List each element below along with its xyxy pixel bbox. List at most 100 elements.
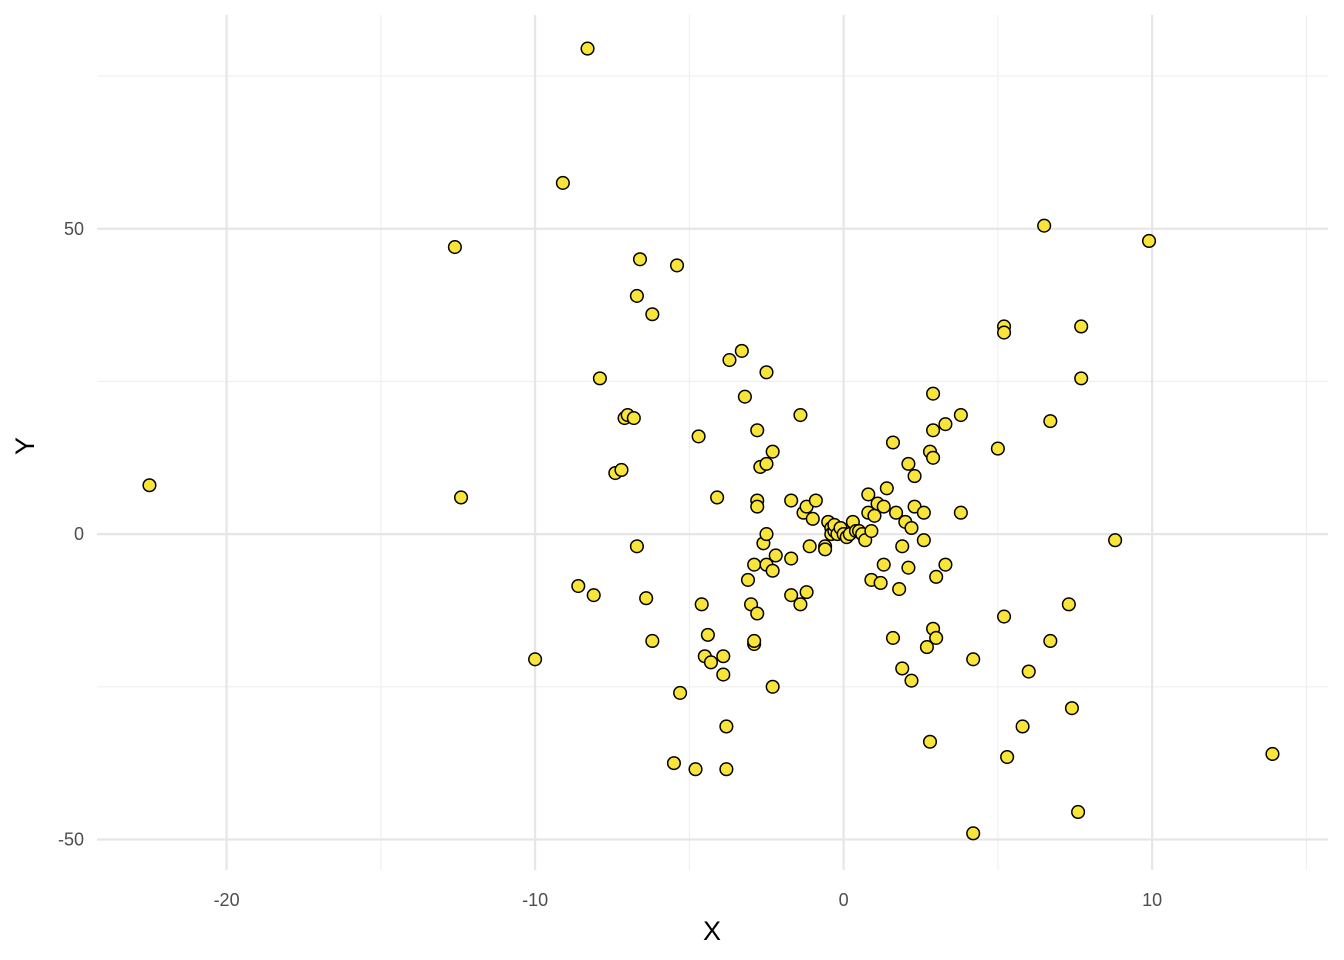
data-point <box>765 679 780 694</box>
data-point <box>719 719 734 734</box>
data-point <box>700 627 715 642</box>
data-point <box>889 505 904 520</box>
data-point <box>673 685 688 700</box>
x-tick-label: -20 <box>214 890 240 910</box>
data-point <box>454 490 469 505</box>
data-point <box>555 175 570 190</box>
data-point <box>784 588 799 603</box>
data-point <box>997 609 1012 624</box>
data-point <box>759 527 774 542</box>
data-point <box>873 575 888 591</box>
data-point <box>916 533 931 548</box>
y-tick-label: 50 <box>64 219 84 239</box>
x-tick-label: -10 <box>522 890 548 910</box>
data-point <box>876 499 891 514</box>
y-tick-label: -50 <box>58 829 84 849</box>
data-point <box>907 469 922 484</box>
data-point <box>691 429 706 444</box>
data-point <box>793 407 808 423</box>
data-point <box>901 456 916 471</box>
data-point <box>614 462 629 478</box>
data-point <box>938 417 953 432</box>
data-points <box>142 41 1280 841</box>
data-point <box>1265 746 1280 762</box>
data-point <box>885 630 901 645</box>
data-point <box>818 542 833 557</box>
data-point <box>793 597 808 612</box>
data-point <box>784 493 799 508</box>
data-point <box>864 524 879 539</box>
x-tick-label: 0 <box>839 890 849 910</box>
data-point <box>1015 719 1030 734</box>
data-point <box>710 490 725 505</box>
data-point <box>1074 371 1089 386</box>
data-point <box>1043 633 1058 649</box>
data-point <box>799 585 814 600</box>
data-point <box>750 499 765 514</box>
data-point <box>586 588 601 603</box>
x-tick-label: 10 <box>1142 890 1162 910</box>
data-point <box>580 41 595 56</box>
data-point <box>1061 597 1076 612</box>
data-point <box>669 258 685 273</box>
data-point <box>447 240 462 255</box>
data-point <box>929 630 944 645</box>
data-point <box>759 456 774 471</box>
y-tick-label: 0 <box>74 524 84 544</box>
data-point <box>737 389 752 404</box>
data-point <box>666 756 681 771</box>
data-point <box>688 762 703 777</box>
data-point <box>632 252 648 267</box>
data-point <box>885 435 901 450</box>
data-point <box>645 633 660 649</box>
data-point <box>1021 664 1036 679</box>
data-point <box>750 606 765 621</box>
data-point <box>1074 319 1089 334</box>
data-point <box>805 511 820 526</box>
data-point <box>645 307 660 322</box>
data-point <box>1142 233 1157 249</box>
data-point <box>765 563 780 578</box>
data-point <box>740 572 756 587</box>
data-point <box>919 640 934 655</box>
data-point <box>938 557 953 572</box>
data-point <box>997 325 1012 340</box>
data-point <box>768 548 783 563</box>
data-point <box>719 762 734 777</box>
data-point <box>703 655 719 670</box>
data-point <box>765 444 780 459</box>
data-point <box>802 539 817 554</box>
data-point <box>966 826 981 841</box>
data-point <box>629 539 644 554</box>
data-point <box>528 652 543 667</box>
data-point <box>626 411 641 426</box>
major-gridlines <box>97 15 1328 870</box>
data-point <box>1071 804 1086 820</box>
data-point <box>895 661 910 676</box>
data-point <box>808 493 823 508</box>
data-point <box>716 649 731 664</box>
data-point <box>142 478 157 493</box>
data-point <box>876 557 891 572</box>
minor-gridlines <box>97 15 1328 870</box>
y-tick-labels: -50 0 50 <box>58 219 84 850</box>
data-point <box>926 423 941 438</box>
data-point <box>929 569 944 584</box>
data-point <box>759 365 774 380</box>
data-point <box>1043 414 1058 429</box>
data-point <box>571 578 586 594</box>
data-point <box>861 487 876 502</box>
data-point <box>904 520 919 536</box>
data-point <box>953 407 968 423</box>
data-point <box>1108 533 1123 548</box>
data-point <box>747 633 762 649</box>
data-point <box>592 371 607 386</box>
data-point <box>747 557 762 572</box>
data-point <box>990 441 1005 456</box>
data-point <box>926 450 941 465</box>
data-point <box>879 481 894 496</box>
data-point <box>922 734 938 749</box>
data-point <box>926 386 941 401</box>
y-axis-title: Y <box>10 437 40 455</box>
